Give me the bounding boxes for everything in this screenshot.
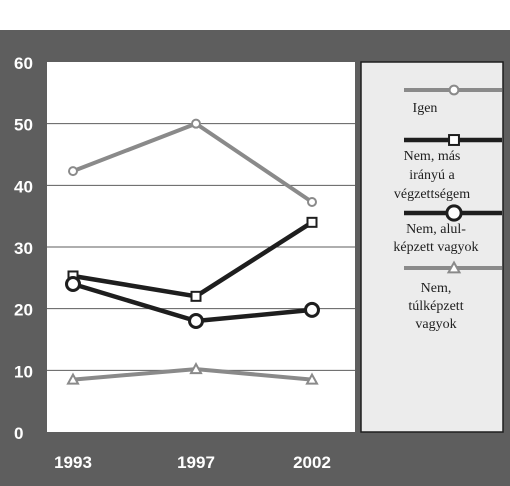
- data-point: [304, 301, 320, 318]
- y-tick-label: 10: [14, 362, 33, 381]
- series-0: [68, 118, 317, 207]
- chart-top-band: [0, 0, 510, 30]
- legend-label: Nem,: [421, 281, 452, 296]
- x-tick-label: 1993: [54, 453, 92, 472]
- data-point: [306, 216, 318, 228]
- data-point: [189, 362, 203, 375]
- legend-label: vagyok: [415, 317, 456, 332]
- legend-entry-1: Nem, más irányú a végzettségem: [394, 134, 502, 202]
- legend-label: irányú a: [409, 168, 455, 183]
- y-tick-label: 60: [14, 54, 33, 73]
- legend-label: végzettségem: [394, 187, 470, 202]
- legend-label: Nem, alul-: [406, 222, 466, 237]
- data-point: [188, 313, 204, 329]
- y-tick-label: 30: [14, 239, 33, 258]
- x-tick-label: 2002: [293, 453, 331, 472]
- y-tick-label: 50: [14, 116, 33, 135]
- legend-entry-2: Nem, alul-képzett vagyok: [393, 204, 502, 255]
- legend-label: Igen: [413, 101, 438, 116]
- series-2: [65, 276, 320, 329]
- y-tick-label: 40: [14, 177, 33, 196]
- data-point: [191, 118, 201, 129]
- legend-entry-0: Igen: [404, 84, 502, 116]
- series-layer: [65, 118, 320, 385]
- legend-label: túlképzett: [408, 299, 463, 314]
- series-3: [66, 362, 319, 385]
- legend-label: Nem, más: [404, 149, 461, 164]
- legend: Igen Nem, más irányú a végzettségem Nem, alu…: [393, 84, 502, 332]
- legend-box: [360, 61, 504, 433]
- data-point: [66, 372, 80, 385]
- data-point: [190, 290, 202, 302]
- x-tick-label: 1997: [177, 453, 215, 472]
- data-point: [68, 166, 78, 177]
- legend-entry-3: Nem, túlképzett vagyok: [404, 260, 502, 332]
- legend-marker: [448, 84, 460, 96]
- y-axis-tick-labels: 0 10 20 30 40 50 60: [14, 54, 33, 443]
- legend-label: képzett vagyok: [393, 240, 478, 255]
- y-tick-label: 0: [14, 424, 23, 443]
- data-point: [305, 372, 319, 385]
- legend-marker: [448, 134, 460, 146]
- legend-marker: [446, 260, 462, 274]
- data-point: [65, 276, 81, 292]
- data-point: [307, 196, 317, 207]
- x-axis-tick-labels: 1993 1997 2002: [54, 453, 331, 472]
- legend-marker: [445, 204, 463, 222]
- y-tick-label: 20: [14, 301, 33, 320]
